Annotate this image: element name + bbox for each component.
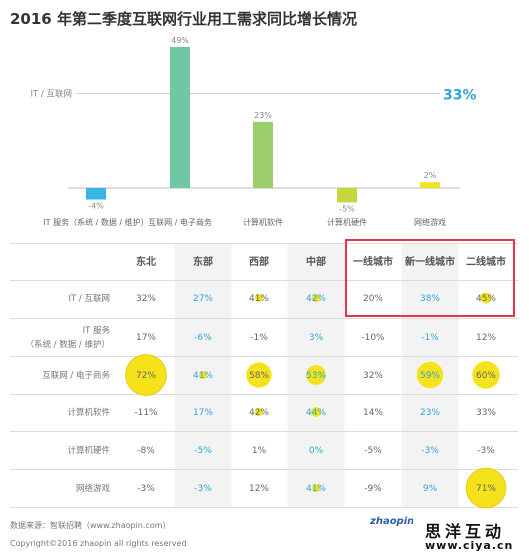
table-cell: 0% — [309, 446, 324, 456]
table-cell: 41% — [249, 294, 269, 304]
reference-label: IT / 互联网 — [31, 90, 72, 100]
bar — [253, 121, 273, 188]
value-bubble — [255, 408, 263, 416]
table-cell: 17% — [136, 333, 156, 343]
reference-value: 33% — [443, 88, 477, 104]
table-cell: -3% — [421, 446, 439, 456]
table-cell: -3% — [477, 446, 495, 456]
table-cell: 12% — [476, 333, 496, 343]
bar-chart: IT / 互联网 33% -4% IT 服务（系统 / 数据 / 维护） 49% 互联网 … — [31, 36, 477, 227]
row-label: 网络游戏 — [76, 483, 111, 494]
table-cell: 59% — [420, 371, 440, 381]
table-cell: -3% — [194, 484, 212, 494]
row-label: 计算机硬件 — [67, 445, 110, 456]
value-bubble — [246, 362, 272, 388]
growth-table: 东北 东部 西部 中部 一线城市 新一线城市 二线城市 IT / 互联网 32% 27% 41% 42… — [10, 243, 518, 509]
category-label: 计算机硬件 — [327, 217, 367, 227]
table-cell: 41% — [306, 484, 326, 494]
column-header: 新一线城市 — [405, 255, 455, 268]
watermark-title: 思洋互动 — [425, 522, 506, 541]
table-cell: 42% — [306, 294, 326, 304]
zhaopin-logo: zhaopin — [370, 516, 415, 527]
table-cell: 38% — [420, 294, 440, 304]
table-cell: -5% — [364, 446, 382, 456]
column-header: 二线城市 — [466, 255, 506, 268]
table-cell: 41% — [193, 371, 213, 381]
source-note: 数据来源：智联招聘（www.zhaopin.com） — [10, 521, 171, 530]
value-bubble — [311, 407, 321, 417]
table-cell: -10% — [361, 333, 385, 343]
category-label: 计算机软件 — [243, 217, 283, 227]
bar — [170, 47, 190, 188]
bar — [86, 188, 106, 200]
table-cell: -1% — [250, 333, 268, 343]
table-cell: 44% — [306, 408, 326, 418]
table-cell: 3% — [309, 333, 324, 343]
watermark: 思洋互动 www.ciya.cn — [413, 516, 529, 556]
table-cell: 20% — [363, 294, 383, 304]
table-cell: 58% — [249, 371, 269, 381]
row-label: 计算机软件 — [67, 407, 110, 418]
table-cell: 45% — [476, 294, 496, 304]
table-cell: -6% — [194, 333, 212, 343]
table-cell: 71% — [476, 484, 496, 494]
table-cell: 42% — [249, 408, 269, 418]
column-header: 中部 — [306, 255, 326, 268]
bar — [337, 188, 357, 203]
table-cell: 23% — [420, 408, 440, 418]
value-bubble — [306, 365, 326, 385]
value-bubble — [312, 484, 320, 492]
bar-value-label: -5% — [339, 204, 355, 213]
value-bubble — [125, 354, 167, 396]
table-cell: 1% — [252, 446, 267, 456]
value-bubble — [255, 294, 263, 302]
table-cell: -3% — [137, 484, 155, 494]
value-bubble — [199, 371, 207, 379]
value-bubble — [480, 292, 492, 304]
table-cell: -9% — [364, 484, 382, 494]
column-header: 东部 — [193, 255, 213, 268]
table-cell: 53% — [306, 371, 326, 381]
table-cell: 9% — [423, 484, 438, 494]
bar-value-label: 23% — [254, 111, 272, 120]
value-bubble — [312, 294, 320, 302]
row-label: IT 服务 — [83, 325, 111, 336]
table-cell: 32% — [136, 294, 156, 304]
table-cell: 12% — [249, 484, 269, 494]
table-cell: -5% — [194, 446, 212, 456]
table-cell: 27% — [193, 294, 213, 304]
column-header: 西部 — [249, 255, 269, 268]
chart-title: 2016 年第二季度互联网行业用工需求同比增长情况 — [10, 10, 357, 28]
value-bubble — [416, 361, 444, 389]
column-header: 东北 — [136, 255, 156, 268]
bar — [420, 182, 440, 188]
category-label: 互联网 / 电子商务 — [148, 217, 212, 227]
table-cell: 33% — [476, 408, 496, 418]
value-bubble — [472, 361, 500, 389]
row-label: 互联网 / 电子商务 — [42, 370, 110, 381]
city-tier-highlight-box — [345, 239, 515, 317]
copyright-note: Copyright©2016 zhaopin all rights reserv… — [10, 539, 187, 548]
table-cell: 14% — [363, 408, 383, 418]
table-cell: -11% — [134, 408, 158, 418]
column-header: 一线城市 — [353, 255, 393, 268]
bar-value-label: -4% — [88, 202, 104, 211]
value-bubble — [465, 467, 507, 509]
bar-value-label: 49% — [171, 36, 189, 45]
watermark-url: www.ciya.cn — [425, 539, 514, 552]
table-cell: -1% — [421, 333, 439, 343]
row-label: IT / 互联网 — [69, 294, 110, 304]
table-cell: 60% — [476, 371, 496, 381]
row-label-sub: （系统 / 数据 / 维护） — [25, 339, 110, 350]
table-cell: 72% — [136, 371, 156, 381]
table-cell: -8% — [137, 446, 155, 456]
bar-value-label: 2% — [424, 171, 437, 180]
category-label: IT 服务（系统 / 数据 / 维护） — [43, 217, 148, 227]
table-cell: 32% — [363, 371, 383, 381]
category-label: 网络游戏 — [414, 217, 446, 227]
table-cell: 17% — [193, 408, 213, 418]
